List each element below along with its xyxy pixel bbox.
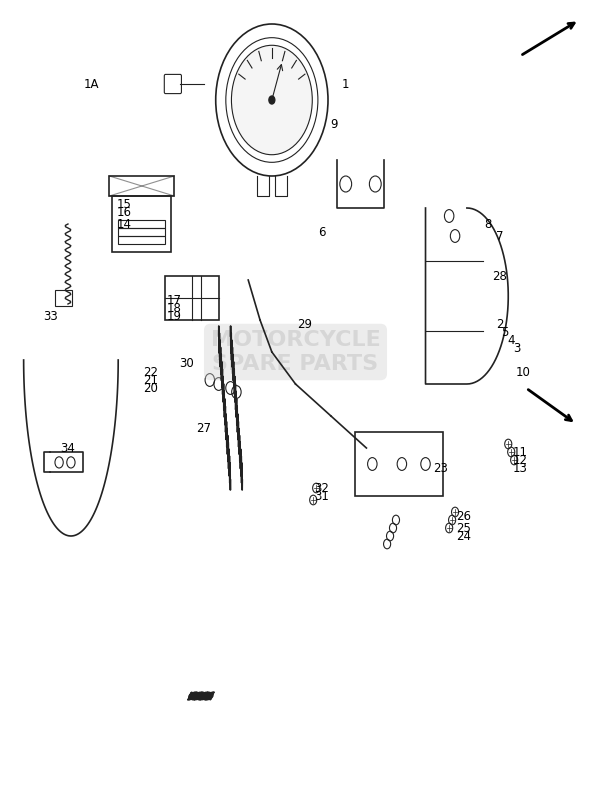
Text: 14: 14	[116, 218, 132, 230]
Text: 6: 6	[319, 226, 326, 238]
Text: 33: 33	[43, 310, 57, 322]
Text: 31: 31	[314, 490, 330, 502]
Text: 1: 1	[342, 78, 349, 90]
Text: 23: 23	[433, 462, 448, 474]
Text: 4: 4	[508, 334, 515, 346]
Text: 32: 32	[314, 482, 330, 494]
Text: 13: 13	[512, 462, 528, 474]
Text: 7: 7	[496, 230, 503, 242]
Text: 9: 9	[330, 118, 337, 130]
Text: 16: 16	[116, 206, 132, 218]
Text: 29: 29	[297, 318, 312, 330]
Text: 18: 18	[167, 302, 182, 314]
Circle shape	[232, 46, 312, 154]
Text: 26: 26	[456, 510, 472, 522]
Text: 30: 30	[179, 358, 193, 370]
Text: 34: 34	[60, 442, 76, 454]
Circle shape	[269, 96, 275, 104]
Text: 27: 27	[196, 422, 212, 434]
Text: 19: 19	[167, 310, 182, 322]
Text: 11: 11	[512, 446, 528, 458]
Text: 3: 3	[514, 342, 521, 354]
Text: 1A: 1A	[84, 78, 99, 90]
Text: 2: 2	[496, 318, 503, 330]
Text: 5: 5	[502, 326, 509, 338]
Text: 20: 20	[143, 382, 158, 394]
Text: 12: 12	[512, 454, 528, 466]
Text: 28: 28	[492, 270, 507, 282]
Text: 21: 21	[143, 374, 158, 386]
Text: 17: 17	[167, 294, 182, 306]
Text: 22: 22	[143, 366, 158, 378]
Text: 24: 24	[456, 530, 472, 542]
Text: MOTORCYCLE
SPARE PARTS: MOTORCYCLE SPARE PARTS	[210, 330, 381, 374]
Text: 8: 8	[484, 218, 491, 230]
Text: 10: 10	[515, 366, 531, 378]
Text: 25: 25	[456, 522, 472, 534]
Text: 15: 15	[116, 198, 132, 210]
